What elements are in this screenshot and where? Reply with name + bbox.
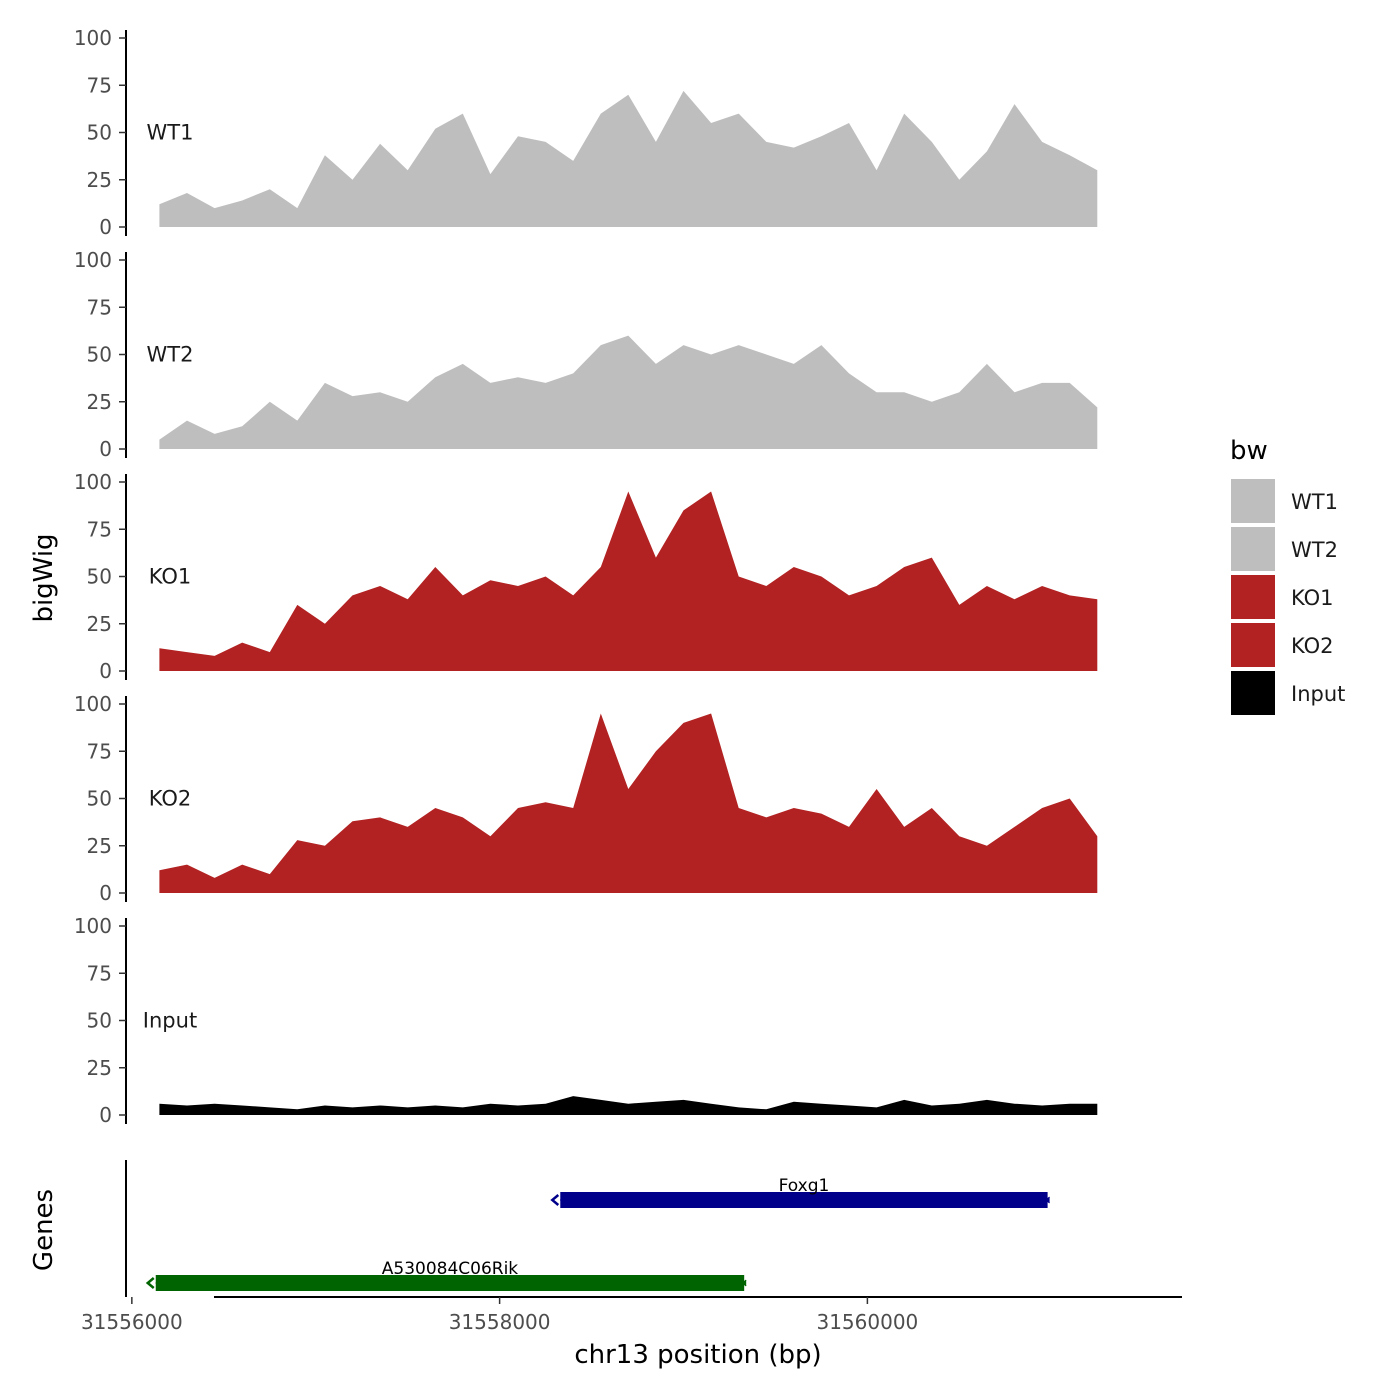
- x-axis: 31556000 31558000 31560000: [81, 1296, 1182, 1334]
- legend-swatch: [1229, 669, 1277, 717]
- track-panels: 0255075100WT10255075100WT20255075100KO10…: [74, 26, 1098, 1127]
- y-tick-label: 50: [87, 343, 112, 367]
- coverage-area-wt2: [159, 335, 1098, 449]
- y-tick-label: 75: [87, 73, 112, 97]
- legend-label: KO1: [1291, 586, 1334, 610]
- legend-item-input: Input: [1229, 669, 1345, 717]
- legend-label: KO2: [1291, 634, 1334, 658]
- y-tick-label: 100: [74, 248, 112, 272]
- y-tick-label: 100: [74, 470, 112, 494]
- y-tick-label: 0: [99, 215, 112, 239]
- track-wt1: 0 25 50 75 100 WT1: [74, 26, 1098, 239]
- gene-exon-block: [560, 1192, 1048, 1208]
- y-tick-label: 25: [87, 390, 112, 414]
- y-tick-label: 25: [87, 168, 112, 192]
- y-tick-label: 0: [99, 659, 112, 683]
- y-tick-label: 0: [99, 881, 112, 905]
- legend-item-wt1: WT1: [1229, 477, 1338, 525]
- strand-arrow: [1044, 1196, 1050, 1204]
- track-label: KO2: [149, 787, 192, 811]
- legend-item-wt2: WT2: [1229, 525, 1338, 573]
- legend-label: WT2: [1291, 538, 1338, 562]
- legend: bw WT1 WT2 KO1 KO2 Input: [1229, 436, 1345, 717]
- strand-arrow: [550, 1194, 560, 1206]
- y-tick-label: 100: [74, 914, 112, 938]
- y-tick-label: 50: [87, 787, 112, 811]
- genes-axis-title: Genes: [29, 1189, 59, 1271]
- legend-item-ko1: KO1: [1229, 573, 1334, 621]
- x-tick-label: 31556000: [81, 1310, 183, 1334]
- track-label: KO1: [149, 565, 192, 589]
- legend-label: Input: [1291, 682, 1345, 706]
- y-tick-label: 50: [87, 121, 112, 145]
- gene-label: A530084C06Rik: [382, 1259, 519, 1279]
- strand-arrow: [145, 1277, 155, 1289]
- coverage-area-ko2: [159, 713, 1098, 893]
- y-tick-label: 75: [87, 295, 112, 319]
- gene-annotation-panel: Foxg1 A530084C06Rik: [125, 1160, 1050, 1297]
- coverage-area-ko1: [159, 491, 1098, 671]
- gene-label: Foxg1: [779, 1176, 830, 1196]
- track-ko2: 0 25 50 75 100 KO2: [74, 692, 1098, 905]
- legend-swatch: [1229, 621, 1277, 669]
- track-label: WT2: [147, 343, 194, 367]
- strand-arrow: [741, 1279, 747, 1287]
- y-axis-title: bigWig: [29, 533, 59, 622]
- gene-exon-block: [155, 1275, 745, 1291]
- track-input: 0 25 50 75 100 Input: [74, 914, 1098, 1127]
- x-tick-label: 31560000: [816, 1310, 918, 1334]
- y-tick-label: 0: [99, 1103, 112, 1127]
- y-tick-label: 50: [87, 1009, 112, 1033]
- y-tick-label: 100: [74, 692, 112, 716]
- y-tick-label: 25: [87, 1056, 112, 1080]
- legend-title: bw: [1230, 436, 1268, 466]
- x-axis-title: chr13 position (bp): [574, 1340, 821, 1370]
- track-label: WT1: [147, 121, 194, 145]
- y-tick-label: 25: [87, 834, 112, 858]
- y-tick-label: 50: [87, 565, 112, 589]
- y-tick-label: 0: [99, 437, 112, 461]
- coverage-area-wt1: [159, 90, 1098, 228]
- x-tick-label: 31558000: [449, 1310, 551, 1334]
- track-wt2: 0 25 50 75 100 WT2: [74, 248, 1098, 461]
- y-tick-label: 75: [87, 517, 112, 541]
- y-tick-label: 25: [87, 612, 112, 636]
- legend-swatch: [1229, 573, 1277, 621]
- legend-swatch: [1229, 525, 1277, 573]
- y-tick-label: 75: [87, 961, 112, 985]
- track-ko1: 0 25 50 75 100 KO1: [74, 470, 1098, 683]
- gene-a530084c06rik: A530084C06Rik: [145, 1259, 747, 1291]
- track-label: Input: [143, 1009, 197, 1033]
- legend-item-ko2: KO2: [1229, 621, 1334, 669]
- legend-swatch: [1229, 477, 1277, 525]
- y-tick-label: 75: [87, 739, 112, 763]
- legend-label: WT1: [1291, 490, 1338, 514]
- coverage-area-input: [159, 1096, 1098, 1115]
- y-tick-label: 100: [74, 26, 112, 50]
- gene-foxg1: Foxg1: [550, 1176, 1050, 1208]
